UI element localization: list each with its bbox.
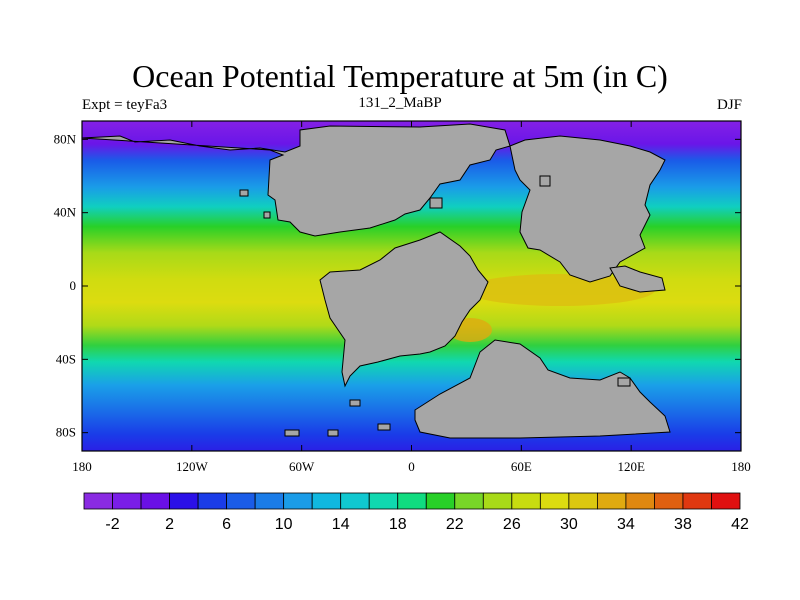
lon-tick-label: 180 xyxy=(72,459,92,474)
colorbar-swatch xyxy=(140,492,170,510)
lon-tick-label: 0 xyxy=(408,459,415,474)
colorbar-label: -2 xyxy=(105,516,119,533)
colorbar-swatch xyxy=(112,492,142,510)
warm-pool xyxy=(465,274,655,306)
period-label: 131_2_MaBP xyxy=(358,95,442,111)
africa-block xyxy=(319,231,489,388)
small-island-7 xyxy=(539,175,551,187)
colorbar-label: 38 xyxy=(674,516,692,533)
colorbar-swatch xyxy=(254,492,285,510)
small-island-3 xyxy=(263,211,271,219)
experiment-label: Expt = teyFa3 xyxy=(82,97,168,113)
small-island-9 xyxy=(327,429,339,437)
map-ticks: 180 120W 60W 0 60E 120E 180 80N 40N 0 40S 80S xyxy=(54,121,751,474)
colorbar: -2 2 6 10 14 18 22 26 30 34 38 42 xyxy=(83,492,749,533)
plot-title: Ocean Potential Temperature at 5m (in C) xyxy=(132,58,668,94)
colorbar-swatch xyxy=(454,492,484,510)
small-island-4 xyxy=(284,429,300,437)
lat-tick-label: 80N xyxy=(54,131,77,146)
colorbar-label: 14 xyxy=(332,516,350,533)
colorbar-swatch xyxy=(625,492,655,510)
colorbar-label: 10 xyxy=(275,516,293,533)
colorbar-swatch xyxy=(169,492,199,510)
lat-tick-label: 0 xyxy=(70,278,77,293)
land-masses xyxy=(82,123,671,439)
colorbar-swatch xyxy=(539,492,570,510)
colorbar-label: 30 xyxy=(560,516,578,533)
colorbar-swatch xyxy=(283,492,313,510)
lon-tick-label: 180 xyxy=(731,459,751,474)
colorbar-swatch xyxy=(425,492,456,510)
small-island-5 xyxy=(349,399,361,407)
colorbar-swatch xyxy=(197,492,228,510)
colorbar-label: 2 xyxy=(165,516,174,533)
colorbar-label: 18 xyxy=(389,516,407,533)
colorbar-label: 34 xyxy=(617,516,635,533)
lon-tick-label: 60E xyxy=(511,459,532,474)
colorbar-label: 22 xyxy=(446,516,464,533)
colorbar-label: 26 xyxy=(503,516,521,533)
lat-tick-label: 40N xyxy=(54,205,77,220)
northern-landmass-west xyxy=(82,123,511,237)
colorbar-swatch xyxy=(511,492,541,510)
lon-tick-label: 120W xyxy=(176,459,209,474)
colorbar-swatch xyxy=(340,492,370,510)
colorbar-swatch xyxy=(654,492,684,510)
colorbar-swatch xyxy=(711,492,741,510)
small-island-2 xyxy=(239,189,249,197)
colorbar-swatch xyxy=(368,492,399,510)
colorbar-swatch xyxy=(397,492,427,510)
lat-tick-label: 80S xyxy=(56,425,76,440)
small-island-8 xyxy=(617,377,631,387)
lon-tick-label: 120E xyxy=(617,459,645,474)
antarctic-landmass xyxy=(414,339,671,439)
colorbar-swatch xyxy=(226,492,256,510)
colorbar-label: 6 xyxy=(222,516,231,533)
colorbar-swatch xyxy=(682,492,712,510)
colorbar-swatch xyxy=(83,492,113,510)
small-island-1 xyxy=(429,197,443,209)
colorbar-swatch xyxy=(568,492,598,510)
colorbar-swatch xyxy=(482,492,513,510)
northern-landmass-east xyxy=(509,135,666,283)
season-label: DJF xyxy=(716,97,742,113)
colorbar-label: 42 xyxy=(731,516,749,533)
india-island xyxy=(609,265,666,293)
small-island-6 xyxy=(377,423,391,431)
colorbar-swatch xyxy=(596,492,627,510)
lat-tick-label: 40S xyxy=(56,351,76,366)
colorbar-swatch xyxy=(311,492,342,510)
lon-tick-label: 60W xyxy=(289,459,315,474)
